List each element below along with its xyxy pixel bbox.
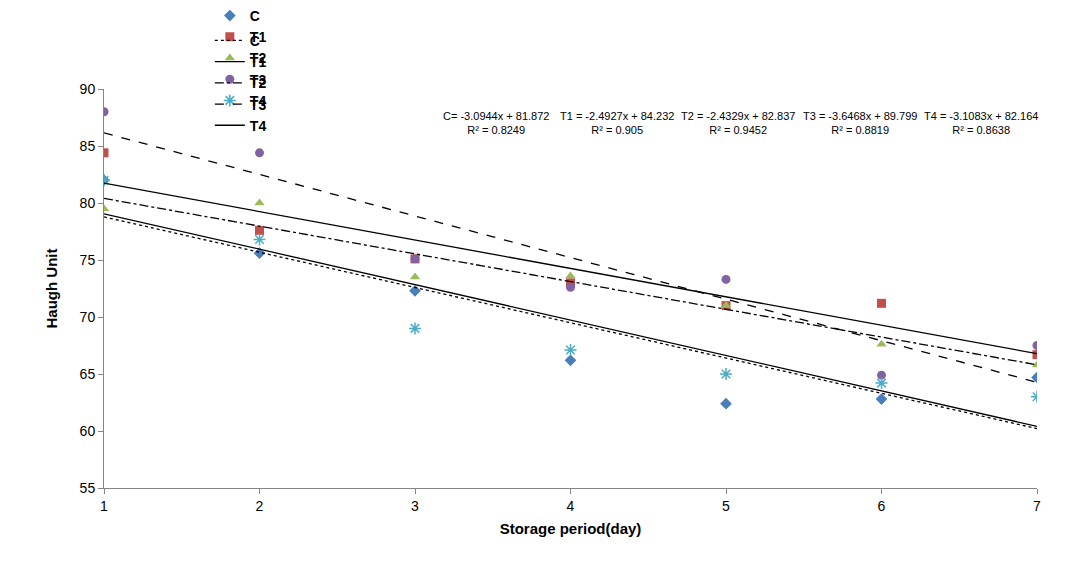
svg-text:3: 3 — [411, 498, 419, 514]
svg-text:80: 80 — [80, 195, 96, 211]
svg-text:T1: T1 — [250, 54, 267, 70]
svg-text:70: 70 — [80, 309, 96, 325]
svg-text:5: 5 — [722, 498, 730, 514]
svg-text:T3: T3 — [250, 97, 267, 113]
svg-text:60: 60 — [80, 423, 96, 439]
svg-text:4: 4 — [567, 498, 575, 514]
svg-text:T1 = -2.4927x + 84.232R² = 0.9: T1 = -2.4927x + 84.232R² = 0.905 — [560, 110, 674, 136]
svg-text:C: C — [250, 33, 260, 49]
svg-text:T3 = -3.6468x + 89.799R² = 0.8: T3 = -3.6468x + 89.799R² = 0.8819 — [803, 110, 917, 136]
svg-text:T4: T4 — [250, 118, 267, 134]
svg-text:Haugh Unit: Haugh Unit — [43, 249, 60, 329]
svg-text:55: 55 — [80, 480, 96, 496]
svg-text:Storage period(day): Storage period(day) — [500, 520, 642, 537]
svg-text:7: 7 — [1033, 498, 1041, 514]
svg-text:1: 1 — [100, 498, 108, 514]
svg-text:2: 2 — [256, 498, 264, 514]
svg-text:75: 75 — [80, 252, 96, 268]
svg-text:85: 85 — [80, 138, 96, 154]
svg-text:C: C — [250, 8, 260, 24]
svg-text:90: 90 — [80, 81, 96, 97]
svg-text:6: 6 — [878, 498, 886, 514]
svg-text:T4 = -3.1083x + 82.164R² = 0.8: T4 = -3.1083x + 82.164R² = 0.8638 — [924, 110, 1038, 136]
svg-text:T2 = -2.4329x + 82.837R² = 0.9: T2 = -2.4329x + 82.837R² = 0.9452 — [681, 110, 795, 136]
svg-text:65: 65 — [80, 366, 96, 382]
svg-text:C= -3.0944x + 81.872R² = 0.824: C= -3.0944x + 81.872R² = 0.8249 — [443, 110, 549, 136]
svg-text:T2: T2 — [250, 75, 267, 91]
